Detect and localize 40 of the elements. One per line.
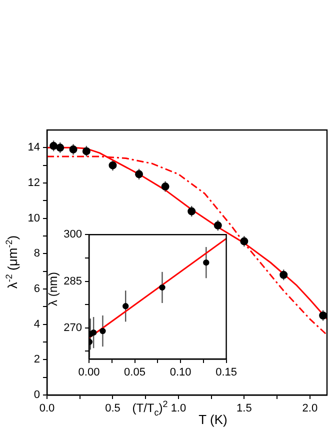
x-tick-label: 0.10 [170, 366, 192, 379]
y-tick-label: 14 [28, 142, 40, 154]
point [135, 170, 144, 178]
y-tick-label: 285 [64, 275, 82, 288]
point [214, 221, 222, 230]
y-tick-label: 300 [64, 228, 82, 241]
x-tick-label: 0.0 [39, 402, 55, 415]
point [122, 303, 129, 310]
y-tick-label: 8 [34, 248, 40, 260]
x-tick-label: 0.5 [105, 402, 120, 415]
x-axis-title: T (K) [198, 412, 228, 427]
point [188, 207, 196, 216]
x-tick-label: 0.15 [216, 366, 238, 379]
x-tick-label: 1.0 [170, 402, 186, 415]
point [90, 329, 97, 336]
x-tick-label: 1.5 [236, 402, 252, 415]
x-axis-title: (T/T$_{c}$)$^{2}$ [132, 399, 168, 418]
y-tick-label: 0 [34, 389, 40, 402]
y-tick-label: 6 [34, 283, 40, 296]
y-axis-title: λ (nm) [46, 272, 60, 306]
point [100, 328, 106, 334]
point [203, 259, 210, 266]
x-tick-label: 0.00 [78, 366, 100, 379]
point [161, 182, 170, 191]
point [280, 270, 288, 279]
point [108, 161, 117, 170]
point [56, 144, 64, 152]
y-tick-label: 10 [28, 212, 40, 224]
point [240, 237, 248, 246]
y-tick-label: 2 [34, 354, 40, 366]
point [69, 145, 78, 154]
x-tick-label: 2.0 [302, 402, 318, 415]
point [319, 312, 327, 320]
y-tick-label: 4 [34, 318, 40, 330]
x-tick-label: 0.05 [124, 366, 146, 379]
point [82, 147, 90, 156]
y-tick-label: 270 [64, 322, 82, 334]
point [159, 284, 166, 291]
y-tick-label: 12 [28, 177, 40, 190]
point [50, 142, 58, 150]
